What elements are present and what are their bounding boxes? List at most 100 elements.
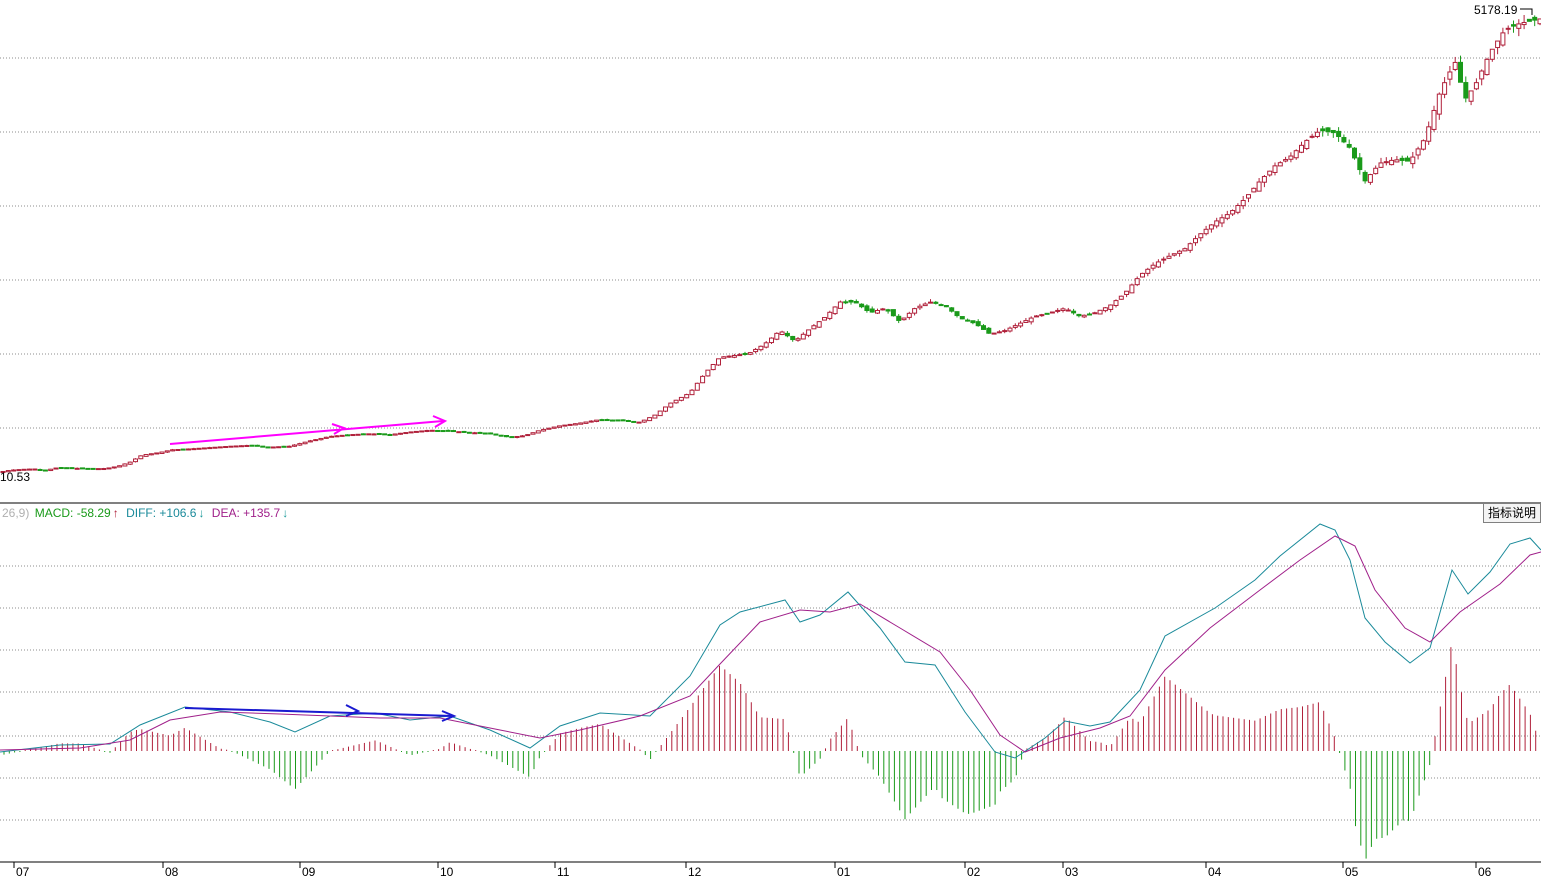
candle-down <box>625 420 631 423</box>
candle-up <box>159 451 165 454</box>
candle-up <box>1367 174 1373 183</box>
candle-up <box>1034 315 1039 318</box>
candle-up <box>567 423 573 426</box>
macd-trend-arrow <box>184 704 457 722</box>
candle-up <box>1468 90 1474 102</box>
candle-down <box>784 332 790 337</box>
candle-up <box>1012 325 1018 328</box>
candle-down <box>64 467 70 470</box>
candle-up <box>1272 165 1278 173</box>
candle-down <box>345 434 350 437</box>
candle-up <box>572 423 578 426</box>
candle-up <box>769 337 774 344</box>
candle-up <box>164 450 170 453</box>
candle-down <box>610 419 615 422</box>
candle-up <box>519 435 525 438</box>
candle-up <box>684 394 690 399</box>
candle-up <box>1426 126 1432 142</box>
candle-up <box>170 449 176 452</box>
candle-down <box>445 429 451 432</box>
candle-down <box>965 319 971 322</box>
candle-up <box>302 441 308 445</box>
candle-up <box>917 305 923 309</box>
candle-down <box>69 467 75 470</box>
candle-up <box>1277 162 1283 167</box>
candle-up <box>196 447 202 450</box>
candle-up <box>424 429 430 432</box>
candle-up <box>1436 93 1442 115</box>
candle-down <box>1511 24 1516 27</box>
candle-down <box>604 419 610 422</box>
candle-up <box>816 321 822 328</box>
candle-down <box>90 467 96 470</box>
candle-down <box>986 327 992 334</box>
dea-value: DEA: +135.7 ↓ <box>212 506 290 520</box>
candle-down <box>742 352 748 355</box>
candle-up <box>186 448 191 451</box>
candle-up <box>148 453 154 456</box>
candle-up <box>1113 300 1119 307</box>
candle-down <box>1526 18 1532 22</box>
candle-up <box>1028 317 1034 323</box>
candle-up <box>1055 309 1061 312</box>
candle-down <box>896 315 902 321</box>
candle-down <box>281 445 287 448</box>
candle-up <box>578 422 584 425</box>
candle-up <box>1145 268 1151 274</box>
candle-down <box>599 419 605 422</box>
candle-up <box>705 369 711 377</box>
candle-up <box>32 468 38 471</box>
indicator-help-button[interactable]: 指标说明 <box>1482 503 1541 523</box>
candle-down <box>493 433 499 436</box>
candle-up <box>11 469 17 472</box>
candle-up <box>133 458 138 463</box>
candle-up <box>1505 27 1511 30</box>
candle-up <box>1224 214 1230 219</box>
diff-arrow: ↓ <box>198 506 205 520</box>
candle-up <box>779 331 785 336</box>
candle-up <box>991 332 997 335</box>
candle-down <box>360 433 366 436</box>
candle-down <box>1357 157 1363 171</box>
candle-up <box>1537 18 1541 25</box>
candle-up <box>456 431 462 434</box>
candle-up <box>27 468 32 471</box>
macd-lines <box>0 523 1541 759</box>
macd-value-text: MACD: -58.29 <box>34 506 111 520</box>
candle-up <box>1124 290 1130 295</box>
candle-up <box>21 468 27 471</box>
candle-down <box>1320 128 1326 132</box>
candle-down <box>885 309 891 312</box>
candle-up <box>175 449 181 452</box>
candle-up <box>117 465 123 468</box>
candle-up <box>1261 176 1267 183</box>
candle-down <box>451 430 456 433</box>
candle-up <box>1495 40 1501 49</box>
candle-up <box>276 446 282 449</box>
candle-down <box>1352 147 1357 159</box>
candle-up <box>1479 70 1485 80</box>
candle-up <box>525 434 531 437</box>
candle-up <box>413 430 419 433</box>
candle-down <box>1071 310 1077 314</box>
candle-up <box>1246 194 1251 199</box>
candle-up <box>694 382 700 391</box>
arrow-head-mid <box>345 704 361 717</box>
candle-down <box>477 431 483 434</box>
candle-down <box>435 429 441 432</box>
arrow-head-mid <box>331 423 347 435</box>
candle-up <box>334 435 340 438</box>
price-grid <box>0 57 1541 429</box>
candle-up <box>1415 148 1421 156</box>
candle-up <box>710 363 716 371</box>
candle-up <box>700 375 706 384</box>
candle-up <box>673 399 679 404</box>
candle-up <box>562 424 568 427</box>
candle-down <box>1341 137 1347 143</box>
candle-up <box>392 433 398 436</box>
candle-down <box>180 448 186 451</box>
candle-down <box>943 305 949 308</box>
time-axis: 07 08 09 10 11 12 01 02 03 04 05 06 <box>13 862 1492 877</box>
candle-up <box>217 446 223 449</box>
candle-up <box>143 454 149 457</box>
